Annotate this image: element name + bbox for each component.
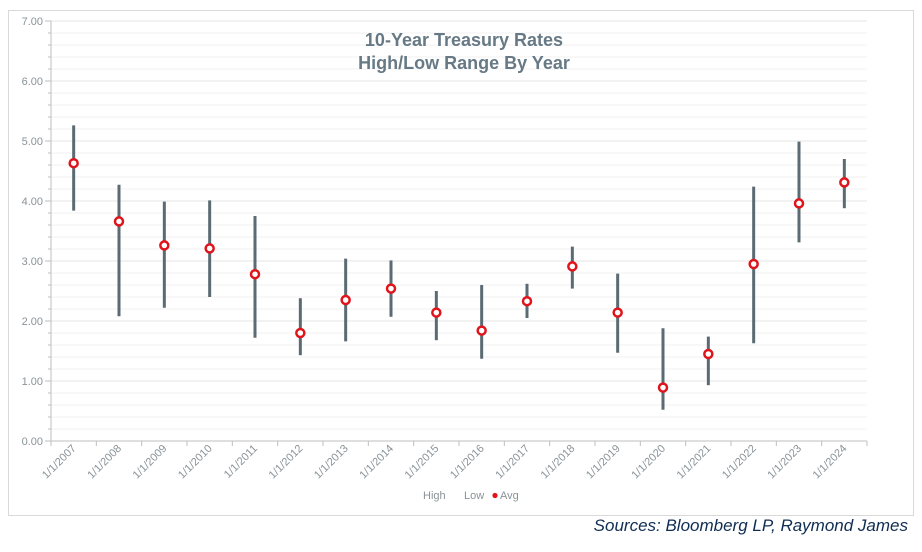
legend: High Low Avg	[423, 490, 519, 502]
x-tick-label: 1/1/2016	[448, 443, 487, 482]
chart-title-line-1: 10-Year Treasury Rates	[365, 30, 563, 50]
x-tick-label: 1/1/2008	[85, 443, 124, 482]
avg-marker	[567, 261, 578, 272]
y-tick-label: 7.00	[22, 16, 43, 28]
x-tick-label: 1/1/2015	[403, 443, 442, 482]
x-tick-label: 1/1/2022	[720, 443, 759, 482]
y-tick-label: 6.00	[22, 76, 43, 88]
chart-title-line-2: High/Low Range By Year	[358, 53, 570, 73]
y-axis-ticks: 0.00 1.00 2.00 3.00 4.00 5.00 6.00 7.00	[22, 16, 43, 448]
avg-marker	[431, 307, 442, 318]
avg-marker	[521, 295, 533, 307]
chart-title: 10-Year Treasury Rates High/Low Range By…	[358, 30, 570, 73]
y-tick-label: 4.00	[22, 196, 43, 208]
x-axis-ticks: 1/1/2007 1/1/2008 1/1/2009 1/1/2010 1/1/2011…	[40, 443, 849, 482]
x-tick-label: 1/1/2019	[584, 443, 623, 482]
y-tick-label: 0.00	[22, 436, 43, 448]
avg-marker	[793, 198, 805, 209]
gridlines	[51, 20, 867, 430]
legend-label-high: High	[423, 490, 446, 502]
avg-marker	[159, 240, 170, 251]
x-tick-label: 1/1/2023	[765, 443, 804, 482]
x-tick-label: 1/1/2014	[357, 443, 396, 482]
avg-marker	[476, 325, 487, 336]
avg-marker	[340, 294, 351, 306]
x-tick-label: 1/1/2007	[40, 443, 79, 482]
range-bars	[72, 125, 846, 410]
x-tick-label: 1/1/2017	[493, 443, 532, 482]
x-tick-label: 1/1/2013	[312, 443, 351, 482]
y-tick-label: 1.00	[22, 376, 43, 388]
x-tick-label: 1/1/2024	[811, 443, 850, 482]
avg-marker	[657, 382, 669, 393]
x-tick-label: 1/1/2018	[539, 443, 578, 482]
avg-marker	[68, 157, 79, 169]
avg-marker	[249, 268, 261, 280]
x-tick-label: 1/1/2021	[675, 443, 714, 482]
avg-marker	[612, 307, 623, 318]
x-tick-label: 1/1/2012	[267, 443, 306, 482]
legend-label-low: Low	[464, 490, 484, 502]
axes	[45, 20, 868, 446]
chart-area: 0.00 1.00 2.00 3.00 4.00 5.00 6.00 7.00 1/1/200…	[8, 10, 914, 516]
x-tick-label: 1/1/2010	[176, 443, 215, 482]
avg-marker	[204, 243, 215, 254]
avg-marker	[748, 258, 759, 270]
source-note: Sources: Bloomberg LP, Raymond James	[593, 516, 908, 535]
y-tick-label: 3.00	[22, 256, 43, 268]
avg-marker	[385, 283, 397, 294]
avg-markers	[68, 157, 850, 393]
y-tick-label: 2.00	[22, 316, 43, 328]
avg-marker	[839, 177, 850, 188]
range-chart: 0.00 1.00 2.00 3.00 4.00 5.00 6.00 7.00 1/1/200…	[22, 16, 868, 502]
x-tick-label: 1/1/2011	[222, 443, 260, 481]
legend-avg-marker	[492, 492, 498, 499]
avg-marker	[295, 327, 306, 339]
x-tick-label: 1/1/2009	[131, 443, 170, 482]
avg-marker	[703, 348, 714, 360]
y-tick-label: 5.00	[22, 136, 43, 148]
avg-marker	[113, 216, 125, 227]
x-tick-label: 1/1/2020	[629, 443, 668, 482]
legend-label-avg: Avg	[500, 490, 519, 502]
